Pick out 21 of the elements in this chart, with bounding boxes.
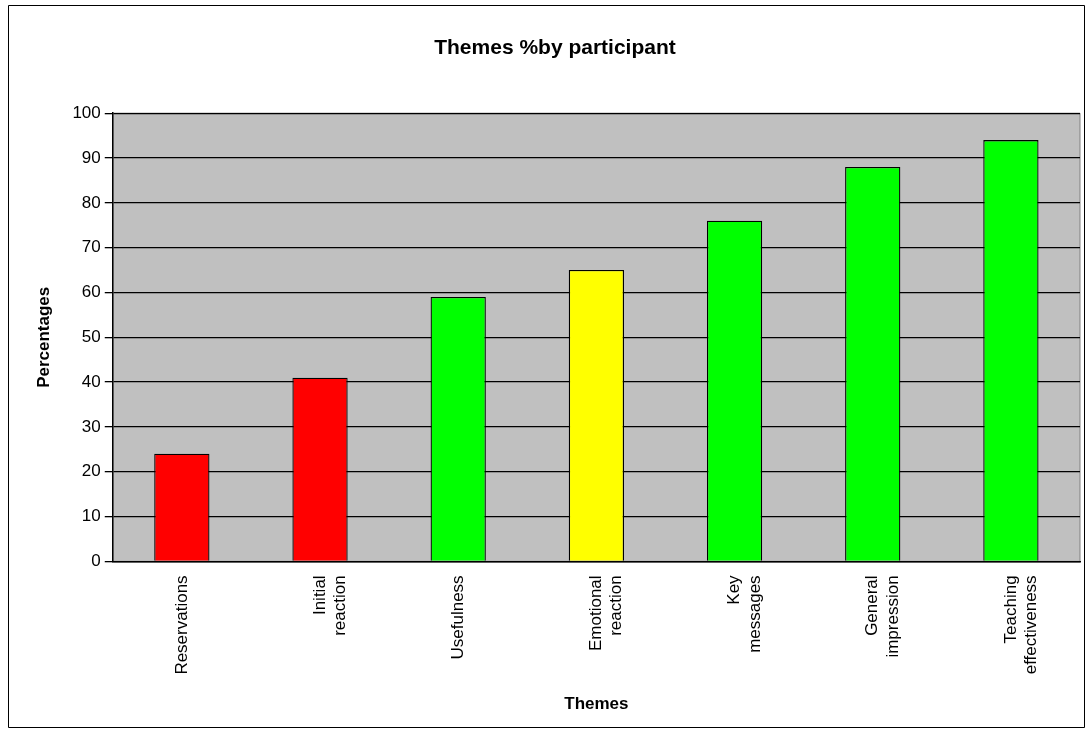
chart-title: Themes %by participant (434, 35, 676, 59)
x-tick-label: Teaching effectiveness (1000, 575, 1040, 675)
x-axis-title: Themes (564, 694, 629, 714)
y-axis-title: Percentages (33, 286, 53, 388)
x-tick-label: Reservations (171, 575, 191, 675)
x-tick-label: General impression (862, 575, 902, 658)
y-tick-label: 0 (91, 551, 101, 571)
y-tick-label: 80 (81, 192, 101, 212)
y-tick-label: 40 (81, 371, 101, 391)
y-tick-label: 30 (81, 416, 101, 436)
y-tick-label: 20 (81, 461, 101, 481)
x-tick-label: Key messages (724, 574, 764, 653)
y-tick-label: 90 (81, 147, 101, 167)
x-tick-label: Emotional reaction (586, 575, 626, 651)
x-tick-label: Usefulness (447, 575, 467, 660)
x-tick-label: Initial reaction (309, 575, 350, 636)
y-tick-label: 100 (72, 102, 101, 122)
y-tick-label: 70 (81, 237, 101, 257)
y-tick-label: 60 (81, 282, 101, 302)
y-tick-label: 50 (81, 326, 101, 346)
y-tick-label: 10 (81, 506, 101, 526)
